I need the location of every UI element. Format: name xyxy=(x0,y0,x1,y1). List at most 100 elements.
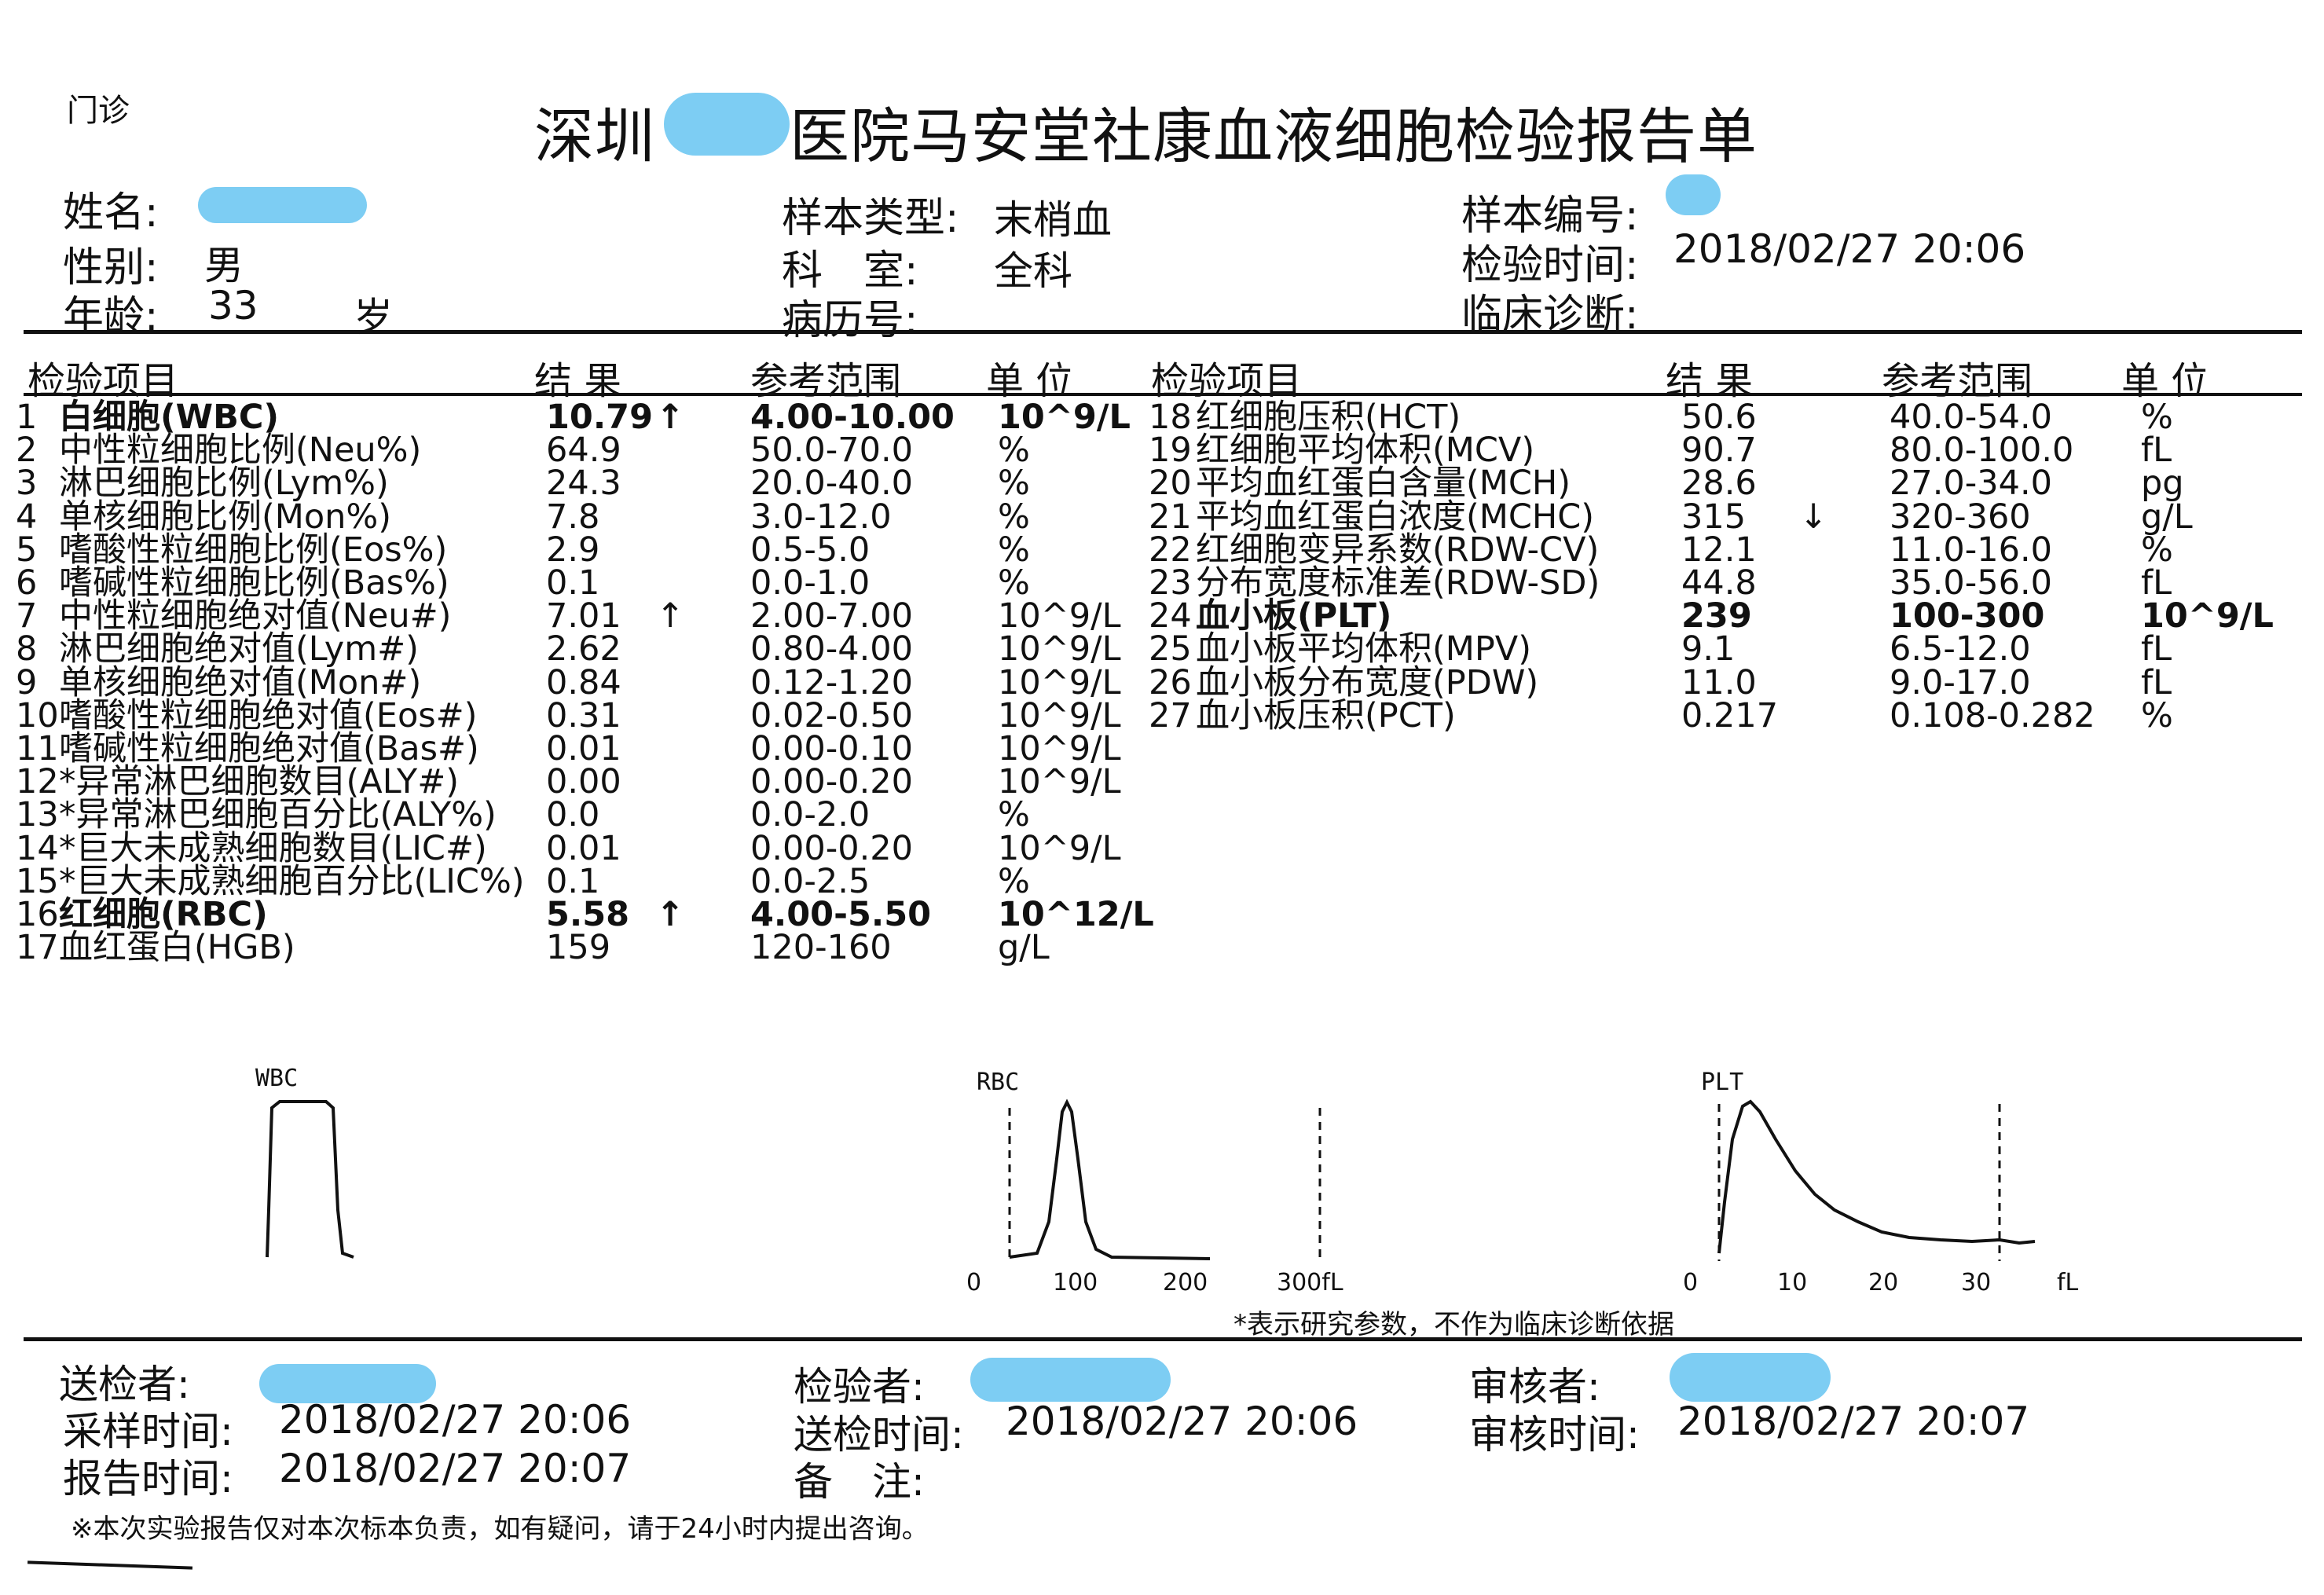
report-time-label: 报告时间: xyxy=(63,1456,233,1502)
redaction-reviewer xyxy=(1670,1353,1831,1402)
test-name: 血小板(PLT) xyxy=(1196,596,1392,636)
test-name: 中性粒细胞绝对值(Neu#) xyxy=(59,596,452,636)
test-name: 血红蛋白(HGB) xyxy=(59,928,295,968)
redaction-tester xyxy=(970,1358,1171,1402)
test-unit: % xyxy=(998,861,1030,901)
review-time-label: 审核时间: xyxy=(1469,1412,1640,1458)
row-number: 19 xyxy=(1149,431,1192,471)
age-unit: 岁 xyxy=(354,295,393,340)
report-title-left: 深圳 xyxy=(534,101,655,171)
test-result: 2.62 xyxy=(546,629,621,669)
test-unit: % xyxy=(998,795,1030,835)
wbc-histogram-label: WBC xyxy=(255,1065,299,1092)
row-number: 4 xyxy=(16,497,38,537)
row-number: 21 xyxy=(1149,497,1192,537)
row-number: 26 xyxy=(1149,662,1192,702)
department-field-value: 全科 xyxy=(994,248,1072,294)
row-number: 6 xyxy=(16,563,38,603)
test-result: 24.3 xyxy=(546,464,621,504)
test-result: 0.84 xyxy=(546,662,621,702)
plt-tick-0: 0 xyxy=(1683,1269,1699,1296)
header-divider xyxy=(24,330,2302,334)
rbc-histogram-label: RBC xyxy=(977,1069,1020,1096)
reviewer-label: 审核者: xyxy=(1469,1364,1600,1410)
reference-range: 35.0-56.0 xyxy=(1890,563,2053,603)
test-result: 239 xyxy=(1681,596,1752,636)
row-number: 13 xyxy=(16,795,59,835)
reference-range: 0.0-1.0 xyxy=(750,563,871,603)
test-name: *巨大未成熟细胞百分比(LIC%) xyxy=(59,861,525,901)
test-unit: 10^9/L xyxy=(998,596,1121,636)
row-number: 14 xyxy=(16,828,59,868)
wbc-histogram xyxy=(266,1100,354,1259)
test-name: *巨大未成熟细胞数目(LIC#) xyxy=(59,828,487,868)
footer-divider xyxy=(24,1337,2302,1341)
row-number: 23 xyxy=(1149,563,1192,603)
test-unit: 10^9/L xyxy=(998,695,1121,735)
reference-range: 120-160 xyxy=(750,928,892,968)
test-result: 7.8 xyxy=(546,497,600,537)
reference-range: 4.00-10.00 xyxy=(750,398,955,437)
row-number: 27 xyxy=(1149,695,1192,735)
test-unit: % xyxy=(998,497,1030,537)
reference-range: 50.0-70.0 xyxy=(750,431,914,471)
bottom-edge-mark xyxy=(27,1560,193,1570)
test-name: 嗜酸性粒细胞比例(Eos%) xyxy=(59,530,448,570)
test-name: 平均血红蛋白浓度(MCHC) xyxy=(1196,497,1595,537)
test-result: 28.6 xyxy=(1681,464,1757,504)
report-time-value: 2018/02/27 20:07 xyxy=(279,1446,632,1491)
record-number-label: 病历号: xyxy=(782,297,918,344)
test-result: 0.1 xyxy=(546,861,600,901)
rbc-tick-300: 300fL xyxy=(1277,1269,1343,1296)
test-name: 红细胞平均体积(MCV) xyxy=(1196,431,1535,471)
test-name: 红细胞压积(HCT) xyxy=(1196,398,1461,437)
test-name: 嗜碱性粒细胞比例(Bas%) xyxy=(59,563,449,603)
test-unit: 10^9/L xyxy=(998,729,1121,768)
row-number: 7 xyxy=(16,596,38,636)
test-result: 44.8 xyxy=(1681,563,1757,603)
test-result: 159 xyxy=(546,928,611,968)
test-name: *异常淋巴细胞百分比(ALY%) xyxy=(59,795,497,835)
reference-range: 0.12-1.20 xyxy=(750,662,914,702)
sample-number-label: 样本编号: xyxy=(1461,192,1639,240)
rbc-tick-100: 100 xyxy=(1053,1269,1098,1296)
test-unit: % xyxy=(998,530,1030,570)
test-unit: % xyxy=(998,464,1030,504)
test-result: 7.01 xyxy=(546,596,621,636)
test-result: 0.217 xyxy=(1681,695,1779,735)
plt-tick-20: 20 xyxy=(1868,1269,1899,1296)
sample-time-label: 采样时间: xyxy=(63,1409,233,1454)
redaction-sample-number xyxy=(1666,174,1721,215)
abnormal-flag: ↑ xyxy=(656,596,685,636)
row-number: 1 xyxy=(16,398,38,437)
test-unit: % xyxy=(998,563,1030,603)
test-unit: % xyxy=(2141,695,2173,735)
reference-range: 80.0-100.0 xyxy=(1890,431,2074,471)
reference-range: 11.0-16.0 xyxy=(1890,530,2053,570)
test-result: 2.9 xyxy=(546,530,600,570)
department-field-label: 科 室: xyxy=(782,248,918,295)
test-result: 90.7 xyxy=(1681,431,1757,471)
disclaimer: ※本次实验报告仅对本次标本负责，如有疑问，请于24小时内提出咨询。 xyxy=(71,1513,929,1545)
sex-label: 性别: xyxy=(63,244,159,292)
row-number: 20 xyxy=(1149,464,1192,504)
test-result: 11.0 xyxy=(1681,662,1757,702)
research-parameter-note: *表示研究参数，不作为临床诊断依据 xyxy=(1233,1309,1674,1340)
test-name: 白细胞(WBC) xyxy=(59,398,280,437)
test-name: 血小板分布宽度(PDW) xyxy=(1196,662,1539,702)
test-name: 红细胞(RBC) xyxy=(59,895,268,934)
rbc-tick-200: 200 xyxy=(1163,1269,1208,1296)
rbc-histogram-curve xyxy=(1009,1098,1211,1260)
test-unit: fL xyxy=(2141,563,2172,603)
reference-range: 4.00-5.50 xyxy=(750,895,932,934)
reference-range: 0.108-0.282 xyxy=(1890,695,2095,735)
name-label: 姓名: xyxy=(63,189,159,236)
abnormal-flag: ↑ xyxy=(656,398,685,437)
test-name: 淋巴细胞比例(Lym%) xyxy=(59,464,389,504)
test-unit: % xyxy=(2141,530,2173,570)
test-unit: % xyxy=(2141,398,2173,437)
redaction-title xyxy=(664,93,790,156)
test-name: 淋巴细胞绝对值(Lym#) xyxy=(59,629,419,669)
test-name: 分布宽度标准差(RDW-SD) xyxy=(1196,563,1600,603)
reference-range: 27.0-34.0 xyxy=(1890,464,2053,504)
